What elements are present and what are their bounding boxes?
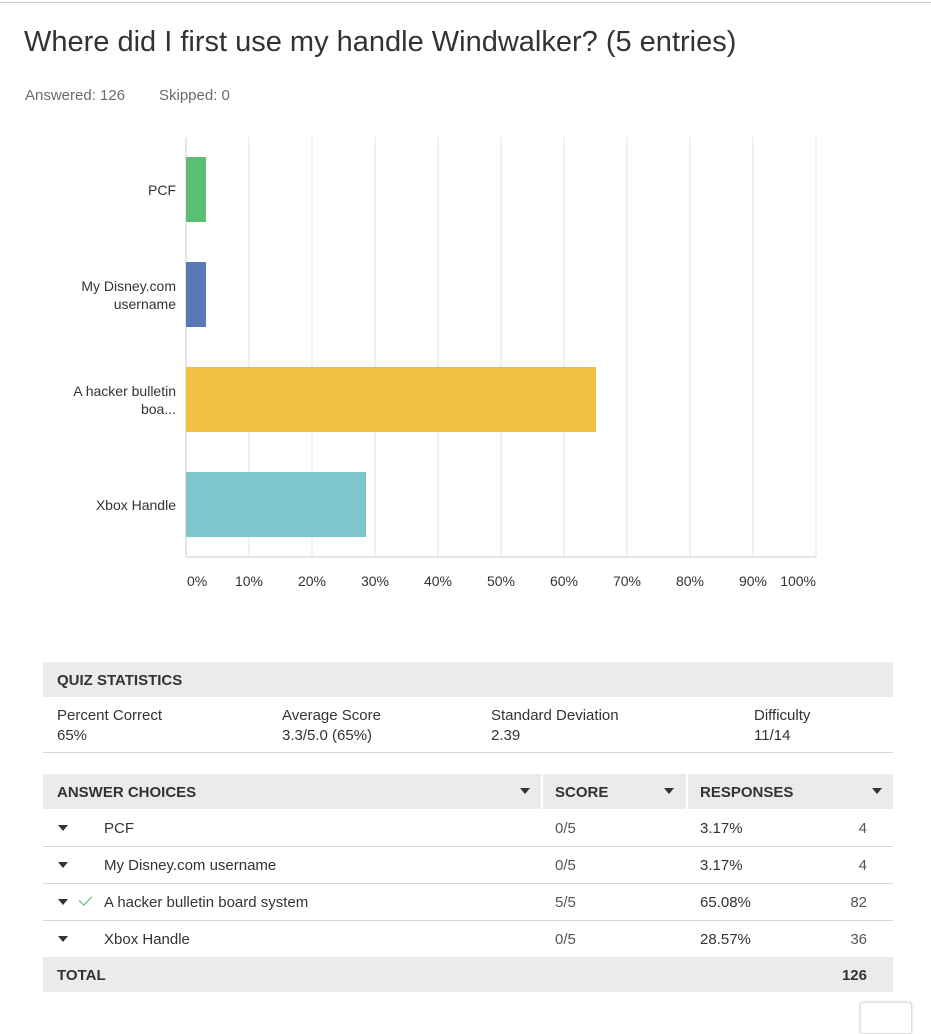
total-row — [43, 957, 893, 992]
score: 0/5 — [555, 931, 576, 948]
answer-choice: PCF — [104, 820, 134, 837]
score: 5/5 — [555, 894, 576, 911]
stat-label: Standard Deviation — [491, 707, 619, 724]
response-count: 4 — [858, 857, 867, 874]
answer-choice: Xbox Handle — [104, 931, 190, 948]
response-count: 4 — [858, 820, 867, 837]
sort-arrow[interactable] — [520, 788, 530, 794]
stat-label: Difficulty — [754, 707, 811, 724]
x-tick-label: 20% — [297, 573, 327, 589]
response-percent: 3.17% — [700, 857, 743, 874]
stat-value: 3.3/5.0 (65%) — [282, 727, 373, 744]
x-tick-label: 10% — [234, 573, 264, 589]
x-tick-label: 90% — [738, 573, 768, 589]
row-divider — [43, 883, 893, 884]
y-tick-label: Xbox Handle — [95, 496, 176, 513]
question-title: Where did I first use my handle Windwalk… — [24, 26, 737, 58]
y-tick-label: PCF — [148, 181, 176, 198]
y-tick-label: A hacker bulletin boa... — [73, 382, 176, 417]
stat-value: 11/14 — [754, 727, 791, 744]
x-tick-label: 50% — [486, 573, 516, 589]
bar — [186, 367, 597, 432]
sort-arrow[interactable] — [664, 788, 674, 794]
row-expand-arrow[interactable] — [58, 899, 68, 905]
stat-value: 65% — [57, 727, 88, 744]
column-header: RESPONSES — [700, 784, 794, 801]
skipped-count: Skipped: 0 — [159, 87, 230, 104]
row-expand-arrow[interactable] — [58, 825, 68, 831]
x-tick-label: 30% — [360, 573, 390, 589]
table-header — [43, 774, 893, 809]
top-border — [0, 2, 931, 3]
bar — [186, 262, 206, 327]
answered-count: Answered: 126 — [25, 87, 126, 104]
row-expand-arrow[interactable] — [58, 936, 68, 942]
response-count: 36 — [850, 931, 867, 948]
bar — [186, 472, 366, 537]
score: 0/5 — [555, 857, 576, 874]
total-label: TOTAL — [57, 967, 106, 984]
correct-check — [78, 892, 93, 906]
stats-divider — [43, 752, 893, 753]
row-expand-arrow[interactable] — [58, 862, 68, 868]
chart — [185, 137, 817, 558]
total-count: 126 — [841, 967, 867, 984]
response-count: 82 — [850, 894, 867, 911]
scroll-top-button[interactable] — [860, 1002, 912, 1034]
x-tick-label: 40% — [423, 573, 453, 589]
y-tick-label: My Disney.com username — [81, 277, 176, 312]
response-percent: 28.57% — [700, 931, 751, 948]
response-percent: 65.08% — [700, 894, 751, 911]
row-divider — [43, 920, 893, 921]
score: 0/5 — [555, 820, 576, 837]
column-header: ANSWER CHOICES — [57, 784, 197, 801]
x-tick-label: 60% — [549, 573, 579, 589]
response-percent: 3.17% — [700, 820, 743, 837]
x-tick-label: 80% — [675, 573, 705, 589]
x-tick-label: 0% — [187, 573, 208, 589]
quiz-stats-header — [43, 662, 893, 697]
quiz-stats-title: QUIZ STATISTICS — [57, 672, 183, 689]
stat-value: 2.39 — [491, 727, 521, 744]
column-header: SCORE — [555, 784, 609, 801]
stat-label: Percent Correct — [57, 707, 163, 724]
column-separator — [686, 774, 688, 809]
bar — [186, 157, 206, 222]
stat-label: Average Score — [282, 707, 381, 724]
row-divider — [43, 846, 893, 847]
x-tick-label: 70% — [612, 573, 642, 589]
x-tick-label: 100% — [780, 573, 816, 589]
answer-choice: A hacker bulletin board system — [104, 894, 309, 911]
answer-choice: My Disney.com username — [104, 857, 277, 874]
sort-arrow[interactable] — [872, 788, 882, 794]
column-separator — [541, 774, 543, 809]
